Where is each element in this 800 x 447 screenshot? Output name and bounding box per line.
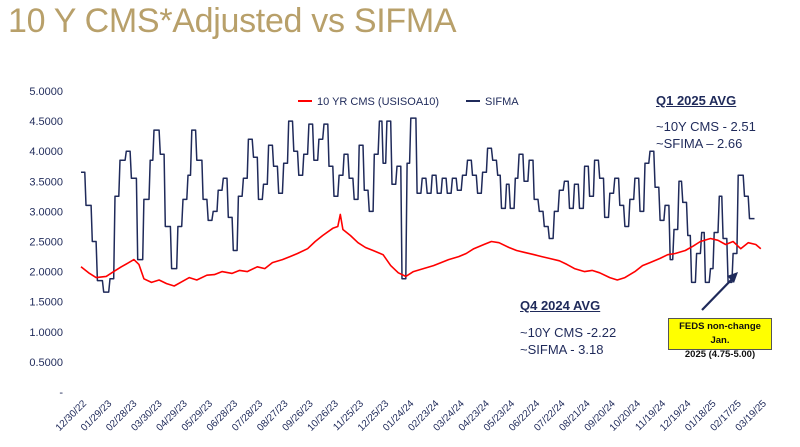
- y-tick-label: 1.0000: [29, 327, 63, 339]
- feds-callout: FEDS non-change Jan. 2025 (4.75-5.00): [668, 318, 772, 360]
- arrow-shaft: [701, 276, 735, 311]
- x-axis: 12/30/2201/29/2302/28/2303/30/2304/29/23…: [54, 398, 769, 434]
- y-tick-label: 1.5000: [29, 297, 63, 309]
- y-axis: 5.0000 4.5000 4.0000 3.5000 3.0000 2.5000 2.00…: [29, 86, 63, 399]
- y-tick-label: 4.5000: [29, 116, 63, 128]
- y-tick-label: 2.5000: [29, 237, 63, 249]
- callout-arrow: [701, 272, 738, 311]
- q1-heading: Q1 2025 AVG: [656, 93, 737, 108]
- y-tick-label: 3.0000: [29, 206, 63, 218]
- q4-heading: Q4 2024 AVG: [520, 298, 601, 313]
- y-tick-label: 3.5000: [29, 176, 63, 188]
- y-tick-label: 2.0000: [29, 267, 63, 279]
- q4-cms-value: ~10Y CMS -2.22: [520, 325, 617, 340]
- series-layer: [80, 117, 762, 293]
- slide-title: 10 Y CMS*Adjusted vs SIFMA: [8, 2, 457, 40]
- q1-cms-value: ~10Y CMS - 2.51: [656, 119, 756, 134]
- y-tick-label: 4.0000: [29, 146, 63, 158]
- q4-annotation: Q4 2024 AVG ~10Y CMS -2.22 ~SIFMA - 3.18: [520, 297, 616, 358]
- q1-sifma-value: ~SFIMA – 2.66: [656, 136, 743, 151]
- legend-label: SIFMA: [485, 96, 519, 108]
- q4-sifma-value: ~SIFMA - 3.18: [520, 342, 604, 357]
- legend-item-sifma: SIFMA: [466, 96, 519, 108]
- y-tick-label: 0.5000: [29, 357, 63, 369]
- callout-line-1: FEDS non-change Jan.: [679, 321, 761, 346]
- arrow-head: [727, 272, 738, 283]
- legend-item-cms: 10 YR CMS (USISOA10): [298, 96, 439, 108]
- callout-line-2: 2025 (4.75-5.00): [684, 349, 756, 360]
- legend: 10 YR CMS (USISOA10) SIFMA: [298, 96, 519, 108]
- series-sifma-line: [81, 117, 755, 293]
- y-tick-label: -: [59, 387, 63, 399]
- series-cms-line: [80, 213, 762, 287]
- q1-annotation: Q1 2025 AVG ~10Y CMS - 2.51 ~SFIMA – 2.6…: [656, 92, 756, 152]
- y-tick-label: 5.0000: [29, 86, 63, 98]
- legend-label: 10 YR CMS (USISOA10): [317, 96, 439, 108]
